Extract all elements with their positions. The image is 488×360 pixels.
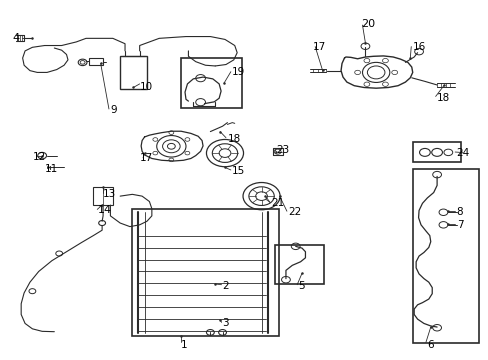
Bar [412,169,478,343]
Bar [412,142,461,162]
Bar [181,58,242,108]
Text: 5: 5 [298,281,304,291]
Text: 19: 19 [232,67,245,77]
Text: 12: 12 [32,152,45,162]
Text: 14: 14 [98,206,112,216]
Text: 11: 11 [44,164,58,174]
Text: 20: 20 [361,19,375,29]
Bar [275,244,324,284]
Bar [89,58,103,65]
Text: 7: 7 [456,220,462,230]
Text: 18: 18 [436,93,449,103]
Bar [132,209,278,336]
Text: 2: 2 [222,281,229,291]
Text: 6: 6 [427,340,433,350]
Text: 4: 4 [13,33,20,43]
Text: 24: 24 [456,148,469,158]
Text: 18: 18 [227,134,240,144]
Text: 16: 16 [412,42,425,52]
Bar [120,56,147,89]
Text: 9: 9 [110,105,117,115]
Text: 21: 21 [271,198,284,208]
Text: 23: 23 [276,144,289,154]
Text: 22: 22 [288,207,301,217]
Text: 15: 15 [232,166,245,176]
Bar [93,187,113,205]
Text: 3: 3 [222,319,229,328]
Text: 8: 8 [456,207,462,217]
Text: 17: 17 [140,153,153,163]
Text: 17: 17 [312,42,325,52]
Text: 1: 1 [181,340,187,350]
Text: 13: 13 [103,189,116,199]
Text: 10: 10 [140,82,152,92]
